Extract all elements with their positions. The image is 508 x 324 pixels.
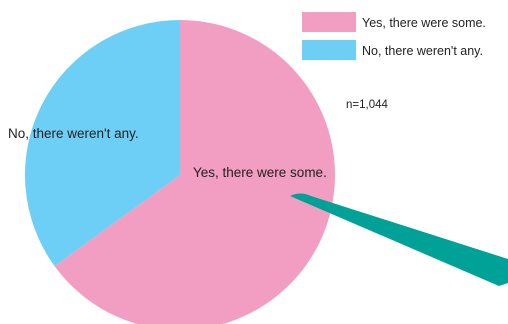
legend-swatch-no <box>302 40 356 60</box>
pie-slice-yes <box>54 20 335 324</box>
sample-size-note: n=1,044 <box>346 99 388 111</box>
legend-label-yes: Yes, there were some. <box>362 16 486 30</box>
slice-label-yes: Yes, there were some. <box>193 165 327 180</box>
legend-label-no: No, there weren't any. <box>362 44 483 58</box>
callout-wedge <box>290 193 508 286</box>
legend: Yes, there were some. No, there weren't … <box>302 12 486 60</box>
pie-slice-no <box>25 20 180 267</box>
legend-swatch-yes <box>302 12 356 32</box>
slice-label-no: No, there weren't any. <box>8 126 139 141</box>
